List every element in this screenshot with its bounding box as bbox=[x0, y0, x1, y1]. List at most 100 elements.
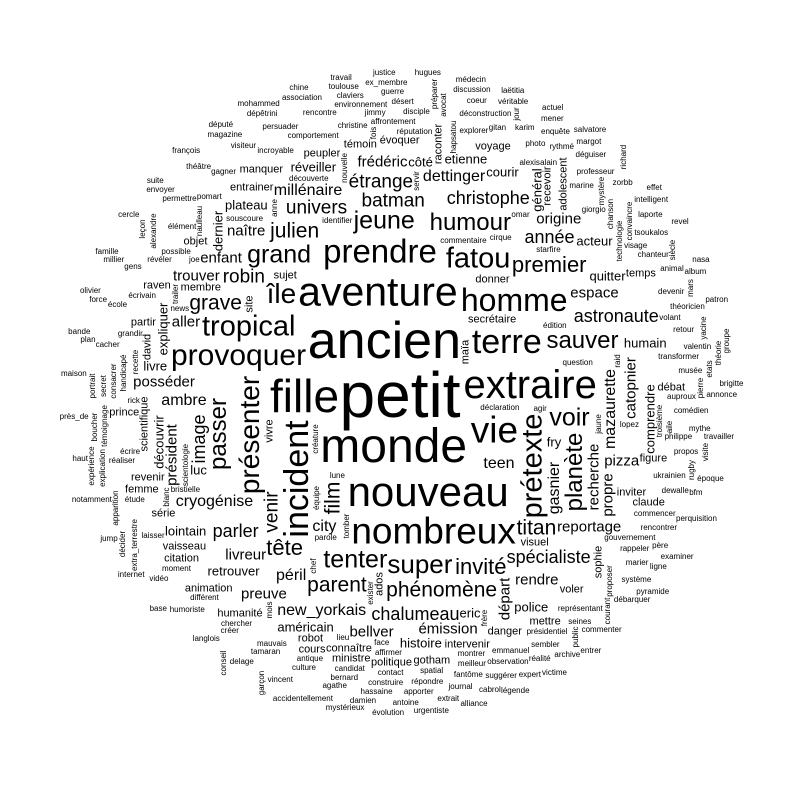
word-aller: aller bbox=[171, 313, 201, 331]
word-vie: vie bbox=[470, 409, 519, 451]
word-parent: parent bbox=[307, 573, 367, 597]
word-jeune: jeune bbox=[353, 206, 415, 235]
word-désert: désert bbox=[391, 96, 414, 106]
word-frère: frère bbox=[479, 610, 489, 627]
word-mystère: mystère bbox=[597, 176, 607, 206]
word-teen: teen bbox=[483, 455, 515, 473]
word-invité: invité bbox=[455, 553, 507, 579]
word-entrer: entrer bbox=[580, 645, 602, 655]
word-inviter: inviter bbox=[616, 486, 647, 499]
word-propos: propos bbox=[673, 446, 699, 456]
word-parole: parole bbox=[314, 533, 337, 543]
word-témoignage: témoignage bbox=[100, 405, 110, 448]
word-ukrainien: ukrainien bbox=[653, 471, 686, 481]
word-américain: américain bbox=[277, 619, 334, 635]
word-guerre: guerre bbox=[380, 87, 405, 97]
word-avocat: avocat bbox=[439, 93, 449, 117]
word-réveiller: réveiller bbox=[290, 159, 337, 175]
word-salvatore: salvatore bbox=[573, 125, 607, 135]
word-lieu: lieu bbox=[336, 632, 350, 642]
word-hapsatou: hapsatou bbox=[449, 120, 459, 154]
word-espace: espace bbox=[570, 284, 619, 302]
word-montrer: montrer bbox=[457, 648, 486, 658]
word-animal: animal bbox=[660, 263, 684, 273]
word-blanc: blanc bbox=[161, 487, 171, 507]
word-député: député bbox=[208, 120, 234, 130]
word-gitan: gitan bbox=[488, 122, 507, 132]
word-perquisition: perquisition bbox=[676, 513, 717, 523]
word-expert: expert bbox=[518, 669, 541, 679]
word-photo: photo bbox=[525, 138, 546, 148]
word-déclaration: déclaration bbox=[480, 402, 520, 412]
word-animation: animation bbox=[184, 582, 233, 595]
word-visage: visage bbox=[624, 240, 648, 250]
word-prétexte: prétexte bbox=[516, 413, 549, 519]
word-décider: décider bbox=[118, 530, 127, 557]
word-système: système bbox=[621, 575, 652, 585]
word-police: police bbox=[514, 599, 549, 615]
word-sujet: sujet bbox=[273, 269, 297, 282]
word-alain: alain bbox=[540, 157, 558, 167]
word-extrait: extrait bbox=[437, 693, 460, 703]
word-créature: créature bbox=[311, 424, 321, 454]
word-haut: haut bbox=[72, 454, 88, 463]
word-jaune: jaune bbox=[594, 413, 604, 434]
word-revel: revel bbox=[671, 217, 689, 227]
word-légende: légende bbox=[501, 686, 530, 696]
word-portrait: portrait bbox=[88, 373, 98, 399]
word-aile: aile bbox=[664, 420, 674, 434]
word-entrainer: entrainer bbox=[230, 181, 274, 194]
word-débarquer: débarquer bbox=[613, 595, 651, 605]
word-fry: fry bbox=[546, 434, 562, 450]
word-victime: victime bbox=[542, 668, 567, 678]
word-rencontre: rencontre bbox=[302, 108, 337, 118]
word-ados: ados bbox=[373, 571, 386, 596]
word-chercher: chercher bbox=[220, 618, 253, 628]
word-nasa: nasa bbox=[692, 254, 710, 264]
word-grand: grand bbox=[247, 240, 312, 269]
word-fatou: fatou bbox=[445, 242, 511, 275]
word-planète: planète bbox=[560, 432, 588, 512]
word-donner: donner bbox=[475, 273, 510, 286]
word-public: public bbox=[570, 626, 580, 648]
word-venir: venir bbox=[261, 491, 283, 533]
word-pierre: pierre bbox=[696, 378, 706, 399]
word-lune: lune bbox=[329, 471, 345, 481]
word-mois: mois bbox=[265, 601, 275, 619]
word-premier: premier bbox=[511, 251, 587, 277]
word-spécialiste: spécialiste bbox=[506, 547, 591, 568]
word-rick: rick bbox=[127, 395, 140, 405]
word-possible: possible bbox=[161, 246, 191, 256]
word-cours: cours bbox=[298, 643, 326, 656]
word-passer: passer bbox=[204, 398, 232, 471]
word-trouver: trouver bbox=[173, 267, 220, 285]
word-batman: batman bbox=[361, 190, 425, 212]
word-ancien: ancien bbox=[307, 311, 461, 370]
word-humour: humour bbox=[429, 208, 511, 236]
word-visite: visite bbox=[701, 442, 711, 462]
word-parler: parler bbox=[212, 520, 259, 541]
word-rendre: rendre bbox=[515, 571, 559, 588]
word-jump: jump bbox=[100, 533, 118, 543]
word-chanteur: chanteur bbox=[637, 250, 669, 260]
word-bellver: bellver bbox=[349, 623, 394, 641]
word-phénomène: phénomène bbox=[386, 578, 498, 602]
word-hugues: hugues bbox=[414, 68, 441, 78]
word-courir: courir bbox=[486, 164, 519, 180]
word-question: question bbox=[562, 357, 593, 367]
word-vidéo: vidéo bbox=[149, 573, 169, 583]
word-christine: christine bbox=[337, 120, 368, 130]
word-objet: objet bbox=[183, 235, 208, 248]
word-retrouver: retrouver bbox=[207, 563, 260, 579]
word-terre: terre bbox=[471, 322, 542, 361]
word-astronaute: astronaute bbox=[573, 306, 659, 327]
word-humanité: humanité bbox=[217, 607, 263, 620]
word-scientologie: scientologie bbox=[180, 443, 190, 486]
word-archive: archive bbox=[554, 649, 581, 659]
word-robin: robin bbox=[222, 266, 265, 288]
word-fois: fois bbox=[369, 126, 379, 140]
word-coeur: coeur bbox=[466, 96, 487, 106]
word-lointain: lointain bbox=[165, 523, 207, 539]
word-chalumeau: chalumeau bbox=[371, 603, 460, 624]
word-luc: luc bbox=[190, 462, 207, 478]
